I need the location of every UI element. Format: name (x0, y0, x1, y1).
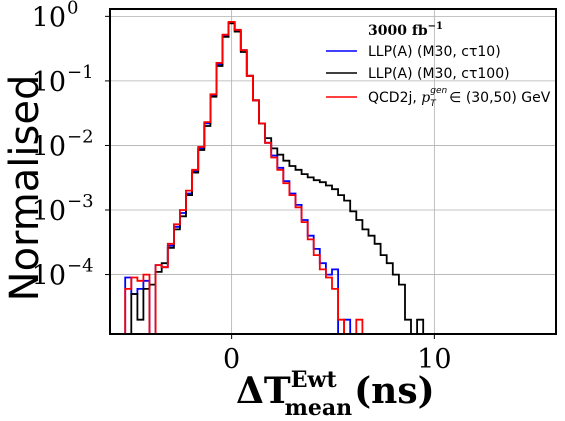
x-axis-label: ΔTEwt mean(ns) (236, 367, 435, 421)
x-axis-label-unit: (ns) (354, 370, 435, 412)
y-tick-exponent: −1 (67, 62, 94, 83)
x-axis-label-sub: mean (285, 395, 353, 421)
y-tick-exponent: −3 (67, 191, 94, 212)
legend-label-ctau10: LLP(A) (M30, cτ10) (368, 44, 501, 60)
legend-qcd-italic: p (421, 90, 430, 106)
y-tick-exponent: −4 (67, 256, 94, 277)
series-line-2 (124, 21, 370, 334)
legend-label-qcd: QCD2j, pgen T ∈ (30,50) GeV (368, 86, 551, 109)
y-tick-label: 10 (32, 131, 66, 162)
x-tick-label: 0 (223, 344, 240, 375)
legend-title: 3000 fb−1 (368, 21, 443, 39)
x-axis-label-sup: Ewt (291, 367, 338, 393)
x-axis-label-main: ΔT (236, 370, 291, 412)
y-tick-label: 10 (32, 196, 66, 227)
legend-title-exp: −1 (428, 21, 443, 32)
y-tick-label: 10 (32, 67, 66, 98)
tick-layer: 10−410−310−210−110 00 10 (32, 0, 452, 375)
y-tick-label: 10 (32, 261, 66, 292)
y-axis-label: Normalised (2, 75, 48, 302)
x-tick-label: 10 (417, 344, 451, 375)
legend-qcd-sup: gen (430, 86, 447, 96)
plot-frame (109, 8, 557, 335)
legend-title-base: 3000 fb (368, 23, 428, 39)
legend: 3000 fb−1 LLP(A) (M30, cτ10) LLP(A) (M30… (326, 21, 551, 109)
legend-label-ctau100: LLP(A) (M30, cτ100) (368, 66, 510, 82)
y-tick-label: 10 (32, 2, 66, 33)
legend-qcd-prefix: QCD2j, (368, 90, 421, 106)
y-tick-exponent: −2 (67, 126, 94, 147)
legend-qcd-sub: T (430, 99, 437, 109)
legend-qcd-suffix: ∈ (30,50) GeV (445, 90, 551, 106)
y-tick-exponent: 0 (67, 0, 78, 18)
series-layer (124, 21, 437, 334)
series-line-0 (124, 21, 358, 334)
